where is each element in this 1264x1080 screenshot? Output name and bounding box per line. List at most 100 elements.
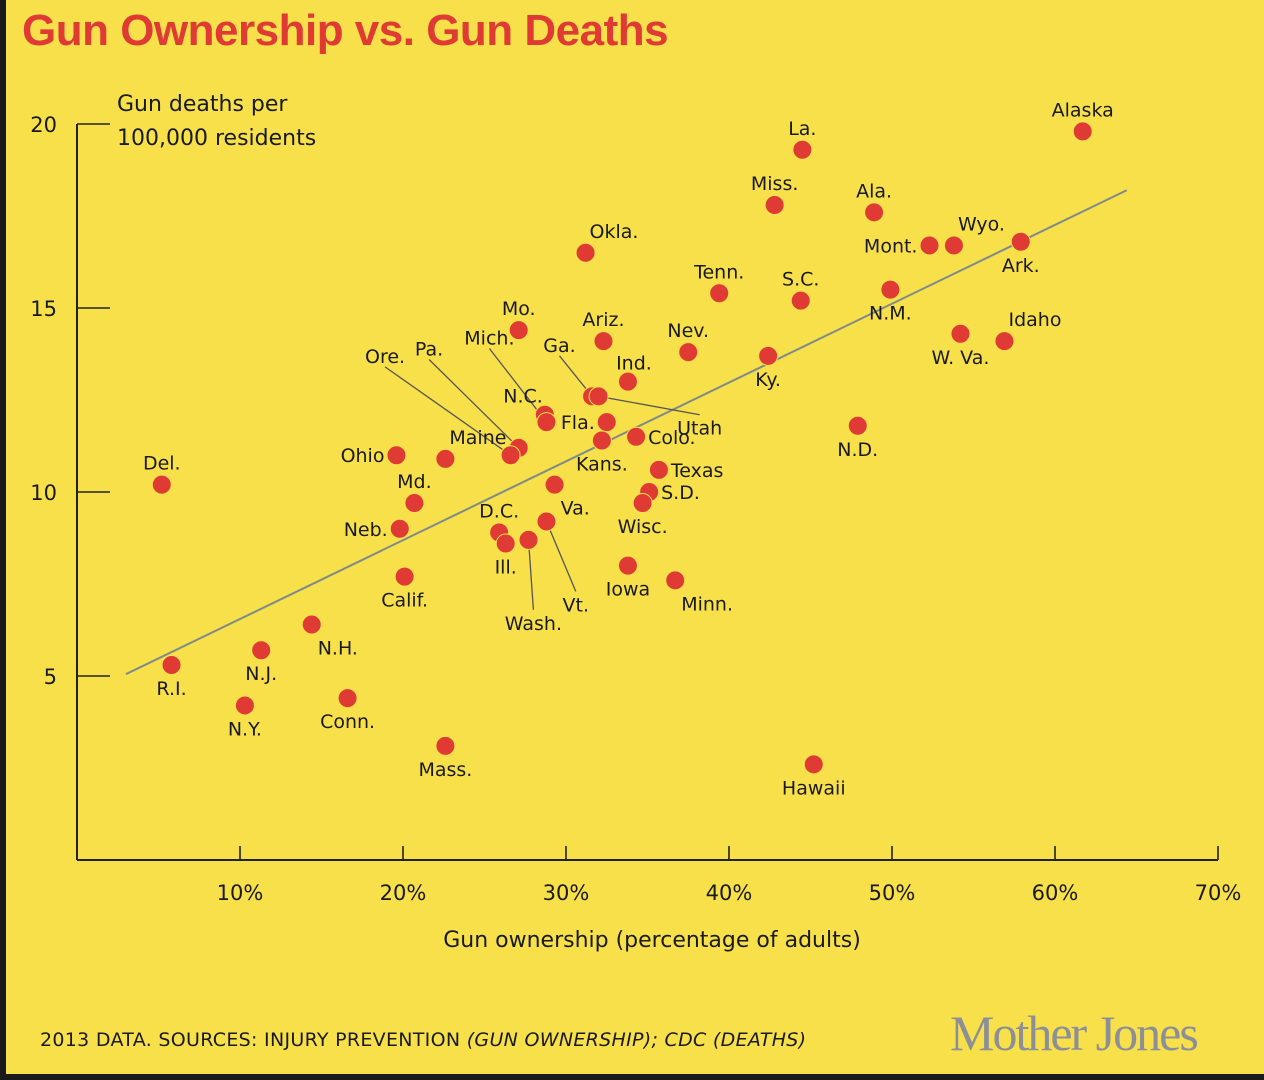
- label-d-c: D.C.: [479, 500, 519, 522]
- label-okla: Okla.: [590, 221, 639, 243]
- label-mont: Mont.: [864, 235, 918, 257]
- label-ala: Ala.: [856, 180, 892, 202]
- source-note: 2013 DATA. SOURCES: INJURY PREVENTION (G…: [40, 1029, 806, 1051]
- label-n-y: N.Y.: [228, 718, 262, 740]
- leader-vt: [545, 521, 577, 592]
- x-tick-label-60: 60%: [1032, 881, 1079, 905]
- label-minn: Minn.: [681, 593, 733, 615]
- label-r-i: R.I.: [156, 678, 186, 700]
- y-tick-label-10: 10: [30, 481, 57, 505]
- trend-line: [125, 189, 1128, 676]
- label-conn: Conn.: [320, 711, 375, 733]
- point-vt: [536, 511, 557, 532]
- point-kans: [591, 430, 612, 451]
- label-nev: Nev.: [667, 320, 709, 342]
- point-mo: [508, 320, 529, 341]
- point-neb: [389, 518, 410, 539]
- leader-ore: [384, 366, 511, 456]
- label-calif: Calif.: [381, 590, 428, 612]
- x-tick-label-20: 20%: [380, 881, 427, 905]
- point-ala: [864, 202, 885, 223]
- label-wyo: Wyo.: [958, 213, 1005, 235]
- label-ohio: Ohio: [341, 445, 385, 467]
- point-iowa: [617, 555, 638, 576]
- y-axis-label: Gun deaths per 100,000 residents: [117, 88, 316, 156]
- x-tick-label-40: 40%: [706, 881, 753, 905]
- point-maine: [435, 448, 456, 469]
- label-miss: Miss.: [751, 173, 799, 195]
- label-ga: Ga.: [543, 335, 575, 357]
- y-tick-label-20: 20: [30, 113, 57, 137]
- point-utah: [588, 386, 609, 407]
- x-tick-label-30: 30%: [543, 881, 590, 905]
- label-la: La.: [788, 118, 816, 140]
- point-del: [151, 474, 172, 495]
- label-ore: Ore.: [365, 346, 405, 368]
- y-axis-label-line-2: 100,000 residents: [117, 126, 317, 151]
- point-ark: [1010, 231, 1031, 252]
- point-conn: [337, 688, 358, 709]
- label-n-h: N.H.: [318, 637, 358, 659]
- label-alaska: Alaska: [1052, 99, 1114, 121]
- point-n-h: [301, 614, 322, 635]
- point-mass: [435, 735, 456, 756]
- point-wyo: [943, 235, 964, 256]
- label-va: Va.: [561, 498, 590, 520]
- point-calif: [394, 566, 415, 587]
- label-colo: Colo.: [648, 427, 696, 449]
- label-n-j: N.J.: [245, 663, 277, 685]
- label-vt: Vt.: [563, 594, 590, 616]
- leader-wash: [527, 539, 535, 610]
- label-iowa: Iowa: [606, 579, 650, 601]
- label-mo: Mo.: [502, 298, 536, 320]
- point-la: [792, 139, 813, 160]
- point-n-m: [880, 279, 901, 300]
- label-ill: Ill.: [495, 557, 517, 579]
- leader-pa: [428, 359, 520, 449]
- point-ariz: [593, 331, 614, 352]
- label-ariz: Ariz.: [582, 309, 624, 331]
- point-miss: [764, 194, 785, 215]
- point-ohio: [386, 445, 407, 466]
- chart-title: Gun Ownership vs. Gun Deaths: [22, 6, 669, 55]
- label-texas: Texas: [670, 460, 724, 482]
- trend-layer: [125, 189, 1128, 676]
- y-tick-label-5: 5: [44, 665, 57, 689]
- point-ore: [500, 445, 521, 466]
- label-idaho: Idaho: [1008, 309, 1061, 331]
- axes: 5 10 15 20 10% 20% 30% 40% 50% 60% 70%: [30, 113, 1241, 905]
- point-nev: [678, 342, 699, 363]
- label-wisc: Wisc.: [618, 516, 668, 538]
- label-neb: Neb.: [344, 519, 388, 541]
- point-wisc: [632, 493, 653, 514]
- point-colo: [626, 426, 647, 447]
- label-ky: Ky.: [755, 369, 781, 391]
- point-ill: [495, 533, 516, 554]
- label-kans: Kans.: [576, 453, 628, 475]
- label-n-d: N.D.: [837, 439, 878, 461]
- label-utah: Utah: [677, 418, 722, 440]
- label-maine: Maine: [449, 427, 506, 449]
- label-s-c: S.C.: [782, 269, 819, 291]
- label-pa: Pa.: [415, 339, 443, 361]
- label-n-m: N.M.: [869, 303, 912, 325]
- label-hawaii: Hawaii: [782, 777, 846, 799]
- chart-background: [6, 0, 1264, 1074]
- label-mich: Mich.: [464, 327, 514, 349]
- point-r-i: [161, 654, 182, 675]
- point-n-j: [251, 640, 272, 661]
- point-va: [544, 474, 565, 495]
- brand-logo: Mother Jones: [950, 1005, 1199, 1061]
- x-tick-label-70: 70%: [1195, 881, 1242, 905]
- label-ark: Ark.: [1002, 255, 1040, 277]
- point-s-c: [790, 290, 811, 311]
- leader-lines: [384, 348, 700, 610]
- label-md: Md.: [397, 471, 432, 493]
- label-ind: Ind.: [616, 353, 652, 375]
- point-minn: [665, 570, 686, 591]
- y-axis-label-line-1: Gun deaths per: [117, 92, 288, 117]
- label-wash: Wash.: [505, 613, 562, 635]
- label-w-va: W. Va.: [932, 347, 990, 369]
- point-idaho: [994, 331, 1015, 352]
